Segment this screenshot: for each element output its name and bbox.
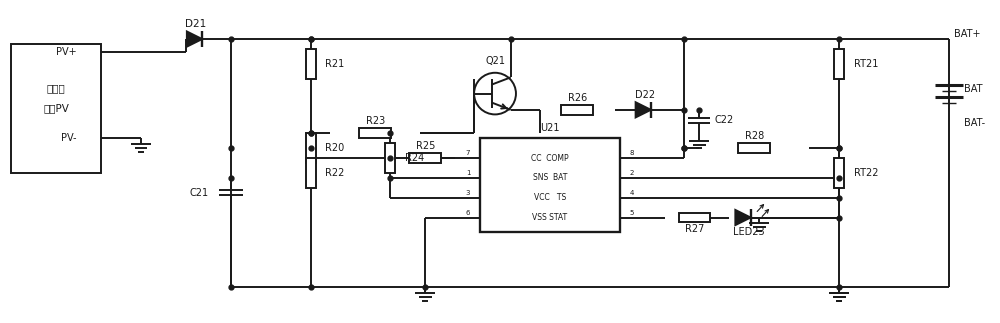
Text: LED23: LED23 xyxy=(733,227,765,237)
Polygon shape xyxy=(187,31,202,47)
Text: 8: 8 xyxy=(629,150,634,156)
Text: R26: R26 xyxy=(568,93,587,103)
Text: C22: C22 xyxy=(714,115,734,125)
Bar xyxy=(834,49,844,79)
Text: Q21: Q21 xyxy=(485,56,505,66)
Text: R24: R24 xyxy=(405,153,425,163)
Text: 2: 2 xyxy=(629,170,634,176)
Text: R21: R21 xyxy=(325,59,345,69)
Text: VCC   TS: VCC TS xyxy=(534,193,566,202)
Text: D22: D22 xyxy=(635,90,655,100)
Bar xyxy=(385,143,395,173)
Text: BAT: BAT xyxy=(964,84,982,94)
Text: PV+: PV+ xyxy=(56,47,76,57)
Text: BAT+: BAT+ xyxy=(954,29,980,39)
Text: R20: R20 xyxy=(325,143,345,153)
Text: 7: 7 xyxy=(466,150,470,156)
Text: PV-: PV- xyxy=(61,133,76,143)
Text: R25: R25 xyxy=(416,141,435,151)
Bar xyxy=(834,158,844,188)
Text: RT21: RT21 xyxy=(854,59,878,69)
Text: 4: 4 xyxy=(629,190,634,196)
Text: R23: R23 xyxy=(366,116,385,126)
Text: R28: R28 xyxy=(745,131,764,141)
Bar xyxy=(480,138,620,232)
Bar xyxy=(11,44,101,173)
Polygon shape xyxy=(636,102,651,118)
Text: U21: U21 xyxy=(540,123,560,133)
Text: RT22: RT22 xyxy=(854,168,879,178)
Text: 太阳能: 太阳能 xyxy=(47,84,66,94)
Text: 1: 1 xyxy=(466,170,470,176)
Bar xyxy=(306,133,316,163)
Bar xyxy=(306,49,316,79)
Text: 5: 5 xyxy=(629,210,634,215)
Bar xyxy=(409,153,441,163)
Text: 3: 3 xyxy=(466,190,470,196)
Text: VSS STAT: VSS STAT xyxy=(532,213,567,222)
Text: R27: R27 xyxy=(685,224,704,234)
Bar xyxy=(306,158,316,188)
Text: SNS  BAT: SNS BAT xyxy=(533,173,567,182)
Text: BAT-: BAT- xyxy=(964,118,985,128)
Text: C21: C21 xyxy=(190,188,209,198)
Bar xyxy=(679,213,710,223)
Bar xyxy=(738,143,770,153)
Text: 6: 6 xyxy=(466,210,470,215)
Text: R22: R22 xyxy=(325,168,345,178)
Bar xyxy=(561,105,593,115)
Text: 电池PV: 电池PV xyxy=(43,103,69,113)
Polygon shape xyxy=(735,210,751,225)
Text: D21: D21 xyxy=(185,19,206,29)
Bar xyxy=(359,128,391,138)
Text: CC  COMP: CC COMP xyxy=(531,153,569,162)
